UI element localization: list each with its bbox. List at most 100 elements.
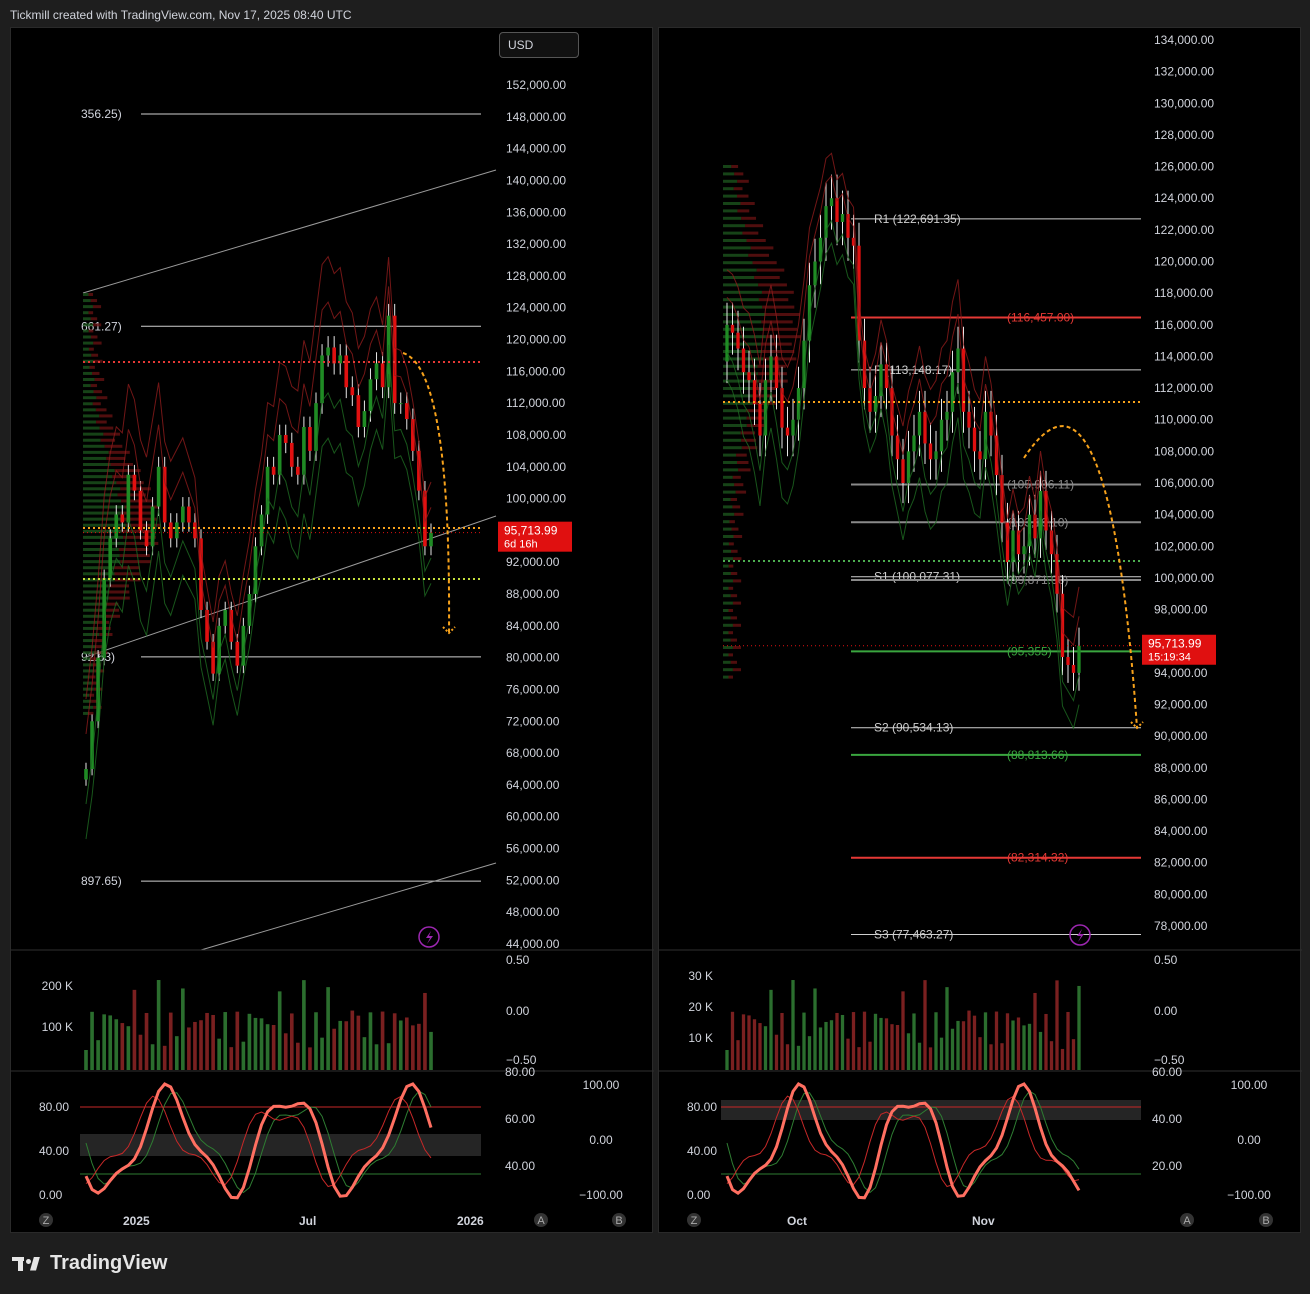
candle-body [857, 245, 861, 341]
price-tick-label: 80,000.00 [1154, 887, 1208, 901]
volume-profile-bar [90, 384, 98, 388]
osc-left-tick: 80.00 [687, 1100, 717, 1114]
right-chart-svg[interactable]: R1 (122,691.35) (116,457.00) P (113,148.17… [659, 28, 1302, 1234]
candle-body [912, 435, 916, 452]
candle-body [404, 403, 409, 420]
left-chart-panel[interactable]: 356.25) 661.27) 92.63) 897.65) 152,000.00 148… [10, 27, 654, 1234]
volume-profile-bar [723, 586, 729, 590]
volume-profile-bar [723, 261, 753, 265]
projection-arrowhead [442, 626, 456, 635]
volume-profile-bar [83, 481, 117, 485]
volume-bar [961, 1021, 966, 1070]
price-tick-label: 148,000.00 [506, 110, 566, 124]
volume-profile-bar [752, 261, 777, 265]
price-tick-label: 104,000.00 [506, 460, 566, 474]
candle-body [895, 435, 900, 460]
price-tick-label: 100,000.00 [506, 492, 566, 506]
volume-profile-bar [114, 578, 141, 582]
volume-bar [392, 1013, 397, 1070]
candle-body [271, 466, 276, 475]
volume-bar [417, 1023, 421, 1070]
volume-profile-bar [117, 493, 146, 497]
oscillator-main [725, 1082, 1081, 1200]
volume-bar [780, 1012, 784, 1070]
time-axis-label: Oct [787, 1214, 807, 1228]
volume-bar [126, 1026, 131, 1070]
volume-bar [114, 1019, 119, 1070]
candle-body [818, 237, 823, 262]
oscillator-red-thin [85, 1095, 432, 1188]
candle-body [989, 411, 993, 436]
candle-body [156, 466, 161, 507]
volume-bar [774, 1034, 779, 1070]
volume-bar [229, 1047, 234, 1070]
volume-profile-bar [728, 586, 734, 590]
volume-profile-bar [83, 633, 100, 636]
volume-profile-bar [728, 631, 734, 635]
corner-button [687, 1213, 701, 1227]
volume-profile-bar [96, 396, 108, 400]
time-axis-label: 2026 [457, 1214, 484, 1228]
osc-mid-tick: 20.00 [1152, 1159, 1182, 1173]
right-chart-panel[interactable]: R1 (122,691.35) (116,457.00) P (113,148.17… [658, 27, 1302, 1234]
volume-profile-bar [723, 216, 742, 220]
volume-bar [338, 1020, 343, 1070]
candle-body [906, 451, 911, 483]
volume-bar [884, 1018, 889, 1070]
candle-body [923, 411, 927, 444]
price-tick-label: 128,000.00 [506, 269, 566, 283]
volume-profile-bar [754, 276, 780, 279]
candle-body [1005, 522, 1010, 563]
volume-profile-bar [88, 711, 94, 715]
candle-body [144, 530, 149, 547]
volume-bar [150, 1044, 155, 1070]
volume-bar [730, 1011, 735, 1070]
volume-profile-bar [108, 590, 130, 594]
volume-bar [917, 1042, 922, 1070]
volume-bar [956, 1020, 960, 1070]
time-axis-label: Jul [299, 1214, 316, 1228]
price-tick-label: 56,000.00 [506, 842, 560, 856]
volume-profile-bar [723, 364, 758, 368]
candle-body [338, 355, 343, 364]
volume-bar [241, 1041, 246, 1070]
volume-bar [835, 1012, 839, 1070]
price-badge-value: 95,713.99 [504, 524, 558, 538]
pivot-label: (82,314.32) [1007, 851, 1068, 865]
corner-button-label: A [537, 1215, 545, 1227]
osc-right-tick: 0.00 [1237, 1133, 1261, 1147]
volume-profile-bar [723, 564, 729, 568]
volume-profile-bar [765, 313, 800, 316]
price-badge [1142, 634, 1216, 665]
price-tick-label: 76,000.00 [506, 682, 560, 696]
volume-profile-bar [83, 475, 113, 479]
volume-tick-label: 100 K [42, 1020, 73, 1034]
volume-profile-bar [110, 463, 134, 466]
price-badge-value: 95,713.99 [1148, 637, 1202, 651]
price-tick-label: 84,000.00 [1154, 824, 1208, 838]
volume-bar [374, 1044, 379, 1070]
candle-body [90, 721, 94, 770]
volume-bar [362, 1037, 367, 1070]
volume-bar [906, 1033, 911, 1070]
volume-profile-bar [121, 529, 153, 533]
volume-profile-bar [763, 327, 797, 331]
currency-button[interactable]: USD [499, 32, 579, 58]
volume-profile-bar [734, 172, 744, 176]
volume-profile-bar [723, 372, 759, 376]
volume-tick-label: 30 K [688, 969, 713, 983]
volume-profile-bar [83, 371, 93, 375]
volume-bar [1055, 980, 1059, 1070]
price-tick-label: 88,000.00 [1154, 761, 1208, 775]
volume-profile-bar [723, 505, 733, 509]
volume-profile-bar [93, 341, 102, 345]
candle-body [223, 609, 228, 626]
volume-profile-bar [723, 668, 733, 672]
left-chart-svg[interactable]: 356.25)661.27)92.63)897.65)152,000.00148… [11, 28, 654, 1234]
candle-body [283, 434, 288, 443]
volume-profile-bar [83, 614, 104, 618]
price-tick-label: 126,000.00 [1154, 160, 1214, 174]
volume-bar [989, 1044, 993, 1070]
price-badge-countdown: 15:19:34 [1148, 652, 1191, 664]
volume-bar [1071, 1039, 1076, 1070]
